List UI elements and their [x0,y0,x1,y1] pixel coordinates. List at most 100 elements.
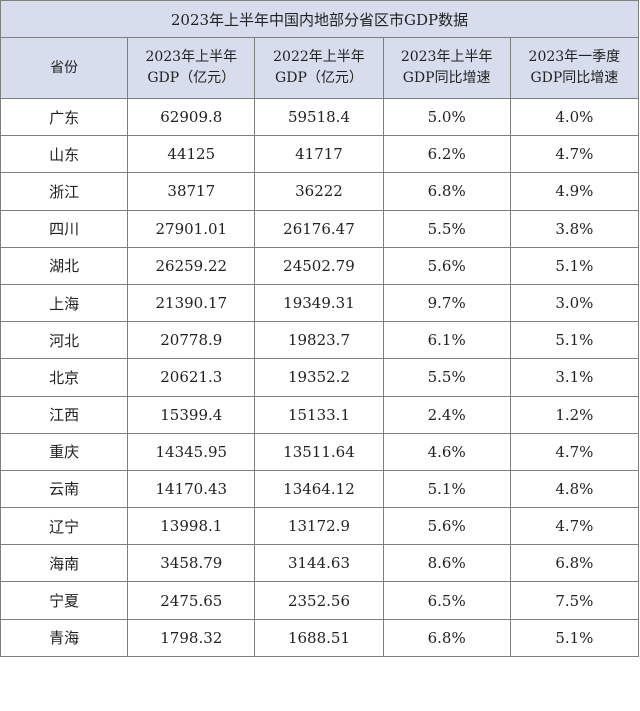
province-cell: 上海 [0,283,129,323]
gdp-2022h1-cell: 26176.47 [254,209,384,248]
header-province: 省份 [0,37,129,99]
growth-2023q1-cell: 6.8% [509,544,640,583]
growth-2023q1-cell: 1.2% [509,395,640,434]
gdp-2022h1-cell: 1688.51 [254,618,384,657]
gdp-2022h1-cell: 41717 [254,135,384,174]
province-cell: 湖北 [0,246,129,285]
province-cell: 江西 [0,395,129,434]
table-row: 海南 3458.79 3144.63 8.6% 6.8% [0,544,640,583]
table-body: 广东 62909.8 59518.4 5.0% 4.0% 山东 44125 41717 6.2%… [0,97,640,657]
growth-2023h1-cell: 5.6% [382,507,511,546]
growth-2023q1-cell: 4.7% [509,135,640,174]
gdp-2023h1-cell: 27901.01 [127,209,256,248]
header-province-label: 省份 [50,59,79,76]
growth-2023q1-cell: 3.1% [509,358,640,397]
gdp-2023h1-cell: 3458.79 [127,544,256,583]
table-row: 青海 1798.32 1688.51 6.8% 5.1% [0,618,640,657]
growth-2023h1-cell: 6.1% [382,321,511,360]
gdp-2023h1-cell: 20778.9 [127,321,256,360]
growth-2023q1-cell: 3.8% [509,209,640,248]
gdp-2022h1-cell: 59518.4 [254,97,384,137]
header-row: 省份 2023年上半年 GDP（亿元） 2022年上半年 GDP（亿元） 2023年… [0,37,640,99]
gdp-2023h1-cell: 21390.17 [127,283,256,323]
gdp-2022h1-cell: 19352.2 [254,358,384,397]
province-cell: 宁夏 [0,581,129,620]
table-row: 四川 27901.01 26176.47 5.5% 3.8% [0,209,640,248]
table-row: 重庆 14345.95 13511.64 4.6% 4.7% [0,432,640,471]
gdp-2023h1-cell: 2475.65 [127,581,256,620]
growth-2023q1-cell: 4.7% [509,507,640,546]
growth-2023h1-cell: 5.0% [382,97,511,137]
province-cell: 云南 [0,469,129,509]
growth-2023h1-cell: 4.6% [382,432,511,471]
table-row: 河北 20778.9 19823.7 6.1% 5.1% [0,321,640,360]
province-cell: 重庆 [0,432,129,471]
header-growth-2023q1: 2023年一季度 GDP同比增速 [509,37,640,99]
gdp-2022h1-cell: 3144.63 [254,544,384,583]
growth-2023q1-cell: 5.1% [509,246,640,285]
table-row: 山东 44125 41717 6.2% 4.7% [0,135,640,174]
province-cell: 北京 [0,358,129,397]
province-cell: 青海 [0,618,129,657]
table-row: 广东 62909.8 59518.4 5.0% 4.0% [0,97,640,137]
gdp-2022h1-cell: 36222 [254,172,384,211]
header-gdp-2023h1: 2023年上半年 GDP（亿元） [127,37,256,99]
table-title: 2023年上半年中国内地部分省区市GDP数据 [0,0,639,38]
table-row: 云南 14170.43 13464.12 5.1% 4.8% [0,469,640,509]
growth-2023h1-cell: 6.2% [382,135,511,174]
gdp-2022h1-cell: 19823.7 [254,321,384,360]
growth-2023h1-cell: 5.6% [382,246,511,285]
growth-2023q1-cell: 4.0% [509,97,640,137]
province-cell: 海南 [0,544,129,583]
province-cell: 浙江 [0,172,129,211]
table-row: 宁夏 2475.65 2352.56 6.5% 7.5% [0,581,640,620]
gdp-2023h1-cell: 38717 [127,172,256,211]
growth-2023q1-cell: 4.8% [509,469,640,509]
growth-2023h1-cell: 2.4% [382,395,511,434]
gdp-2023h1-cell: 1798.32 [127,618,256,657]
gdp-2022h1-cell: 24502.79 [254,246,384,285]
province-cell: 河北 [0,321,129,360]
header-growth-2023h1-line1: 2023年上半年 [400,49,493,65]
province-cell: 四川 [0,209,129,248]
gdp-2023h1-cell: 15399.4 [127,395,256,434]
growth-2023h1-cell: 6.8% [382,172,511,211]
growth-2023h1-cell: 5.5% [382,358,511,397]
table-row: 湖北 26259.22 24502.79 5.6% 5.1% [0,246,640,285]
gdp-2023h1-cell: 14170.43 [127,469,256,509]
header-growth-2023h1-line2: GDP同比增速 [402,70,491,86]
growth-2023h1-cell: 8.6% [382,544,511,583]
growth-2023h1-cell: 5.5% [382,209,511,248]
table-row: 辽宁 13998.1 13172.9 5.6% 4.7% [0,507,640,546]
growth-2023h1-cell: 6.5% [382,581,511,620]
header-gdp-2022h1-line2: GDP（亿元） [275,70,363,86]
header-growth-2023q1-line2: GDP同比增速 [530,70,619,86]
province-cell: 山东 [0,135,129,174]
table-row: 上海 21390.17 19349.31 9.7% 3.0% [0,283,640,323]
header-gdp-2023h1-line2: GDP（亿元） [147,70,236,86]
gdp-2022h1-cell: 15133.1 [254,395,384,434]
growth-2023q1-cell: 4.9% [509,172,640,211]
gdp-2022h1-cell: 2352.56 [254,581,384,620]
growth-2023q1-cell: 5.1% [509,321,640,360]
header-growth-2023q1-line1: 2023年一季度 [528,49,621,65]
growth-2023q1-cell: 5.1% [509,618,640,657]
province-cell: 广东 [0,97,129,137]
growth-2023h1-cell: 5.1% [382,469,511,509]
gdp-table: 2023年上半年中国内地部分省区市GDP数据 省份 2023年上半年 GDP（亿元… [0,0,640,657]
gdp-2022h1-cell: 13464.12 [254,469,384,509]
growth-2023h1-cell: 6.8% [382,618,511,657]
growth-2023h1-cell: 9.7% [382,283,511,323]
gdp-2023h1-cell: 14345.95 [127,432,256,471]
gdp-2023h1-cell: 44125 [127,135,256,174]
header-gdp-2022h1: 2022年上半年 GDP（亿元） [254,37,384,99]
gdp-2023h1-cell: 20621.3 [127,358,256,397]
growth-2023q1-cell: 4.7% [509,432,640,471]
province-cell: 辽宁 [0,507,129,546]
table-row: 江西 15399.4 15133.1 2.4% 1.2% [0,395,640,434]
gdp-2022h1-cell: 19349.31 [254,283,384,323]
header-gdp-2023h1-line1: 2023年上半年 [145,49,238,65]
gdp-2022h1-cell: 13172.9 [254,507,384,546]
title-row: 2023年上半年中国内地部分省区市GDP数据 [0,0,639,38]
header-gdp-2022h1-line1: 2022年上半年 [273,49,365,65]
